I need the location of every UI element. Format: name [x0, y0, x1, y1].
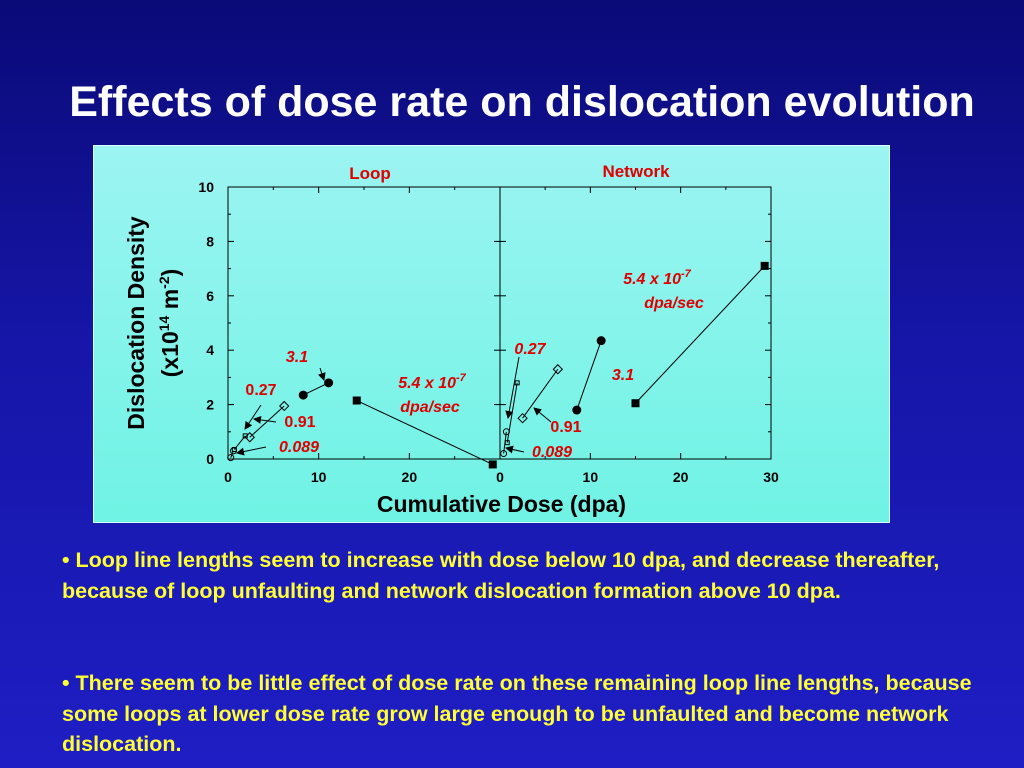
panel-title-network: Network: [602, 162, 670, 181]
annotation-arrow: [317, 367, 326, 381]
y-tick-label: 10: [198, 179, 214, 195]
series-line: [635, 265, 766, 404]
x-tick-label: 20: [673, 469, 689, 485]
data-point-square: [352, 396, 361, 405]
data-point-circle: [298, 390, 308, 400]
x-tick-label: 10: [583, 469, 599, 485]
annotation-dose-rate: 5.4 x 10-7: [623, 268, 691, 288]
y-axis-unit-label: (x1014 m-2): [156, 269, 183, 378]
panel-title-loop: Loop: [349, 164, 391, 183]
data-point-circle: [227, 454, 235, 462]
data-point-square: [631, 399, 640, 408]
annotation-arrow: [533, 407, 552, 423]
data-point-square: [504, 440, 510, 446]
data-point-square: [760, 261, 769, 270]
data-point-circle: [324, 378, 334, 388]
annotation-dose-rate-label: 0.27: [245, 382, 276, 399]
y-axis-label: Dislocation Density: [123, 216, 149, 430]
y-tick-label: 8: [206, 233, 214, 249]
series-line: [576, 340, 602, 411]
annotation-dose-rate: 5.4 x 10-7: [398, 372, 466, 392]
chart-panel: 0 2 4 6 8 10 Dislocation Density (x1014 m-2) Cum…: [93, 145, 890, 523]
x-tick-label: 10: [311, 469, 327, 485]
x-tick-label: 0: [224, 469, 232, 485]
data-point-square: [488, 460, 497, 469]
annotation-dose-rate-label: 0.27: [514, 341, 546, 358]
annotation-dose-rate-label: 3.1: [286, 349, 308, 366]
x-tick-label: 0: [496, 469, 504, 485]
annotation-dose-rate-label: 0.089: [279, 439, 319, 456]
annotation-dose-rate-label: 0.91: [284, 414, 315, 431]
data-point-diamond: [279, 400, 290, 412]
annotation-dose-rate-label: 0.089: [532, 444, 572, 461]
data-point-circle: [572, 405, 582, 415]
series-line: [303, 382, 329, 396]
annotation-dose-rate-unit: dpa/sec: [400, 399, 460, 416]
annotation-arrow: [244, 404, 262, 430]
x-tick-label: 20: [402, 469, 418, 485]
annotation-dose-rate-unit: dpa/sec: [644, 295, 704, 312]
data-point-diamond: [517, 412, 528, 424]
series-line: [356, 400, 493, 465]
y-tick-label: 4: [206, 342, 214, 358]
data-point-diamond: [552, 364, 564, 375]
annotation-arrow: [253, 415, 277, 424]
series-line: [522, 368, 559, 419]
bullet-loop-line-lengths: • Loop line lengths seem to increase wit…: [62, 548, 940, 603]
annotation-dose-rate-label: 3.1: [612, 367, 634, 384]
y-tick-label: 2: [206, 397, 214, 413]
data-point-circle: [500, 450, 508, 458]
data-point-diamond: [244, 432, 255, 443]
series-line: [249, 405, 285, 438]
annotation-dose-rate-label: 0.91: [550, 419, 581, 436]
dislocation-density-chart: 0 2 4 6 8 10 Dislocation Density (x1014 m-2) Cum…: [123, 162, 779, 517]
y-tick-label: 6: [206, 288, 214, 304]
x-axis-label: Cumulative Dose (dpa): [377, 491, 626, 517]
slide-title: Effects of dose rate on dislocation evol…: [69, 78, 975, 126]
data-point-circle: [596, 336, 606, 346]
annotation-arrow: [236, 446, 267, 456]
data-point-square: [514, 380, 520, 386]
y-tick-label: 0: [206, 451, 214, 467]
annotation-arrow: [505, 356, 520, 419]
x-tick-label: 30: [763, 469, 779, 485]
annotation-arrow: [505, 445, 525, 454]
bullet-dose-rate-effect: • There seem to be little effect of dose…: [62, 671, 972, 756]
